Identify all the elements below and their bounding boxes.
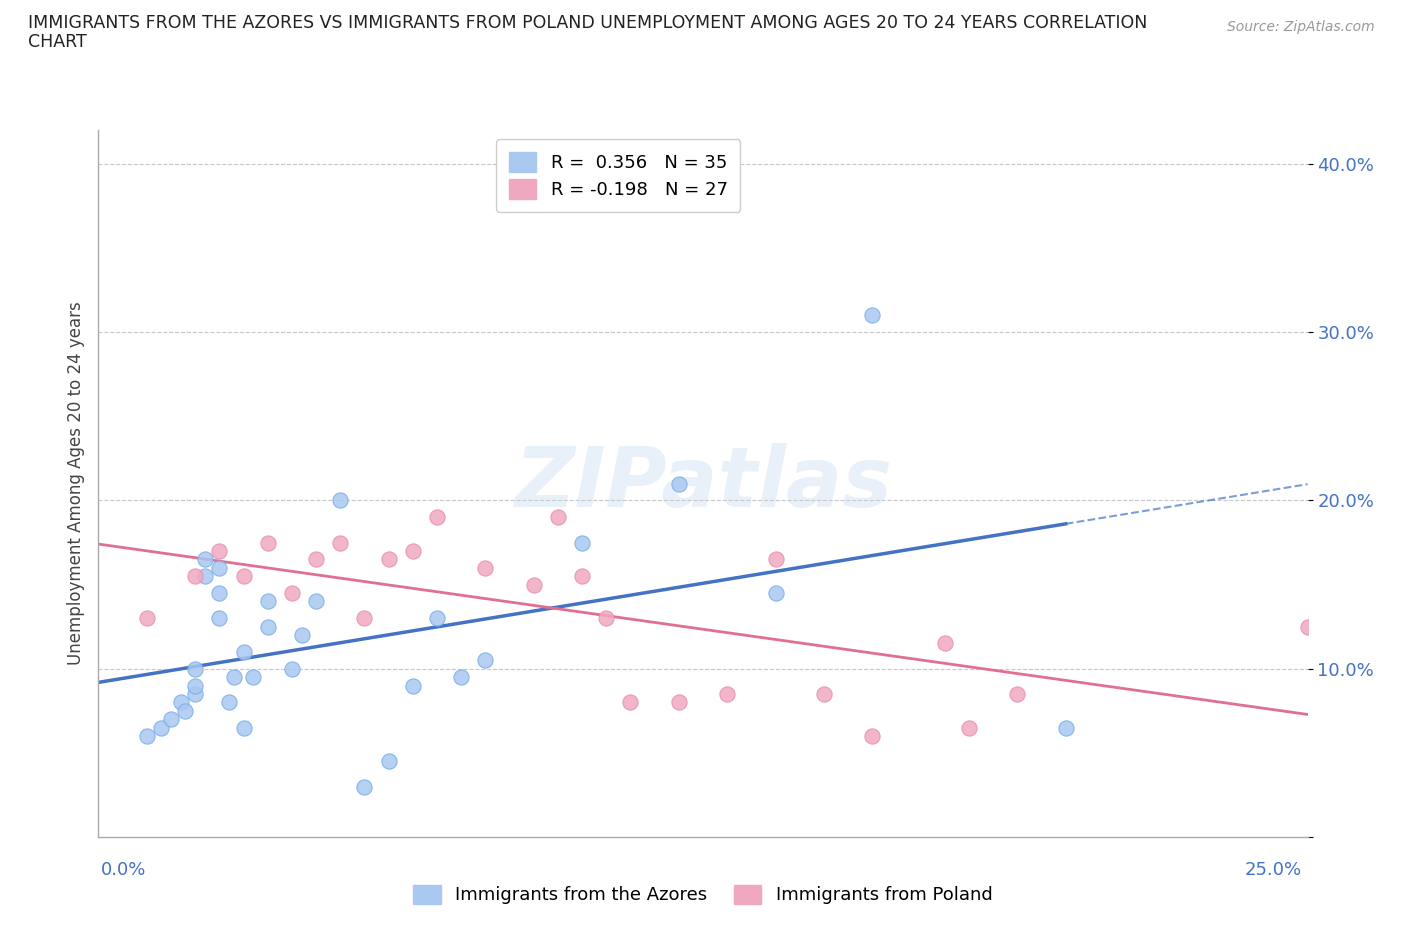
Point: [281, 586, 304, 601]
Text: 25.0%: 25.0%: [1244, 860, 1302, 879]
Point: [135, 728, 157, 743]
Point: [184, 661, 207, 676]
Point: [813, 686, 835, 701]
Text: IMMIGRANTS FROM THE AZORES VS IMMIGRANTS FROM POLAND UNEMPLOYMENT AMONG AGES 20 : IMMIGRANTS FROM THE AZORES VS IMMIGRANTS…: [28, 14, 1147, 32]
Point: [305, 551, 328, 566]
Point: [232, 644, 254, 659]
Point: [571, 535, 593, 550]
Point: [668, 695, 690, 710]
Point: [668, 476, 690, 491]
Point: [402, 678, 425, 693]
Point: [135, 611, 157, 626]
Point: [1007, 686, 1029, 701]
Point: [160, 711, 183, 726]
Text: 0.0%: 0.0%: [101, 860, 146, 879]
Point: [474, 653, 496, 668]
Point: [765, 551, 787, 566]
Point: [256, 594, 278, 609]
Point: [208, 543, 231, 558]
Point: [1054, 720, 1077, 735]
Point: [377, 754, 399, 769]
Point: [184, 569, 207, 584]
Point: [222, 670, 245, 684]
Point: [523, 578, 546, 592]
Text: CHART: CHART: [28, 33, 87, 50]
Point: [208, 586, 231, 601]
Point: [290, 628, 312, 643]
Text: ZIPatlas: ZIPatlas: [515, 443, 891, 525]
Point: [450, 670, 472, 684]
Point: [194, 569, 217, 584]
Point: [426, 510, 449, 525]
Point: [934, 636, 956, 651]
Point: [402, 543, 425, 558]
Text: Source: ZipAtlas.com: Source: ZipAtlas.com: [1227, 20, 1375, 34]
Point: [256, 535, 278, 550]
Point: [184, 686, 207, 701]
Legend: R =  0.356   N = 35, R = -0.198   N = 27: R = 0.356 N = 35, R = -0.198 N = 27: [496, 140, 741, 211]
Point: [474, 560, 496, 575]
Point: [329, 535, 352, 550]
Point: [377, 551, 399, 566]
Point: [860, 728, 883, 743]
Point: [174, 703, 197, 718]
Point: [957, 720, 980, 735]
Point: [281, 661, 304, 676]
Point: [184, 678, 207, 693]
Point: [150, 720, 173, 735]
Point: [242, 670, 264, 684]
Point: [716, 686, 738, 701]
Point: [218, 695, 240, 710]
Legend: Immigrants from the Azores, Immigrants from Poland: Immigrants from the Azores, Immigrants f…: [406, 877, 1000, 911]
Point: [169, 695, 191, 710]
Point: [232, 720, 254, 735]
Point: [860, 308, 883, 323]
Point: [353, 611, 375, 626]
Point: [232, 569, 254, 584]
Point: [619, 695, 641, 710]
Point: [1296, 619, 1319, 634]
Point: [256, 619, 278, 634]
Point: [426, 611, 449, 626]
Point: [547, 510, 569, 525]
Y-axis label: Unemployment Among Ages 20 to 24 years: Unemployment Among Ages 20 to 24 years: [66, 301, 84, 666]
Point: [353, 779, 375, 794]
Point: [595, 611, 617, 626]
Point: [194, 551, 217, 566]
Point: [765, 586, 787, 601]
Point: [305, 594, 328, 609]
Point: [329, 493, 352, 508]
Point: [571, 569, 593, 584]
Point: [208, 560, 231, 575]
Point: [208, 611, 231, 626]
